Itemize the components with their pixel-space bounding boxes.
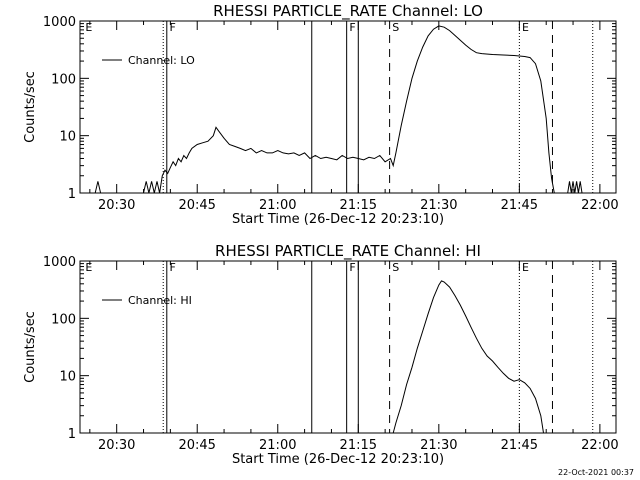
x-axis-label: Start Time (26-Dec-12 20:23:10)	[232, 212, 444, 227]
x-tick-label: 21:30	[420, 198, 457, 213]
data-line-series-1	[392, 280, 544, 434]
x-tick-label: 22:00	[581, 198, 618, 213]
x-tick-label: 21:15	[340, 438, 377, 453]
x-tick-label: 21:30	[420, 438, 457, 453]
y-tick-label: 1	[68, 427, 76, 442]
x-tick-label: 21:00	[259, 198, 296, 213]
plot-frame	[79, 20, 617, 194]
flag-label: S	[392, 261, 399, 274]
chart-title: RHESSI PARTICLE_RATE Channel: LO	[213, 2, 483, 21]
x-tick-label: 20:30	[98, 198, 135, 213]
plot-frame	[79, 260, 617, 434]
flag-label: E	[85, 261, 92, 274]
chart-title: RHESSI PARTICLE_RATE Channel: HI	[215, 242, 481, 261]
flag-label: F	[169, 21, 175, 34]
legend-label: Channel: HI	[128, 294, 192, 307]
y-tick-label: 100	[51, 72, 76, 87]
chart-panel-2: RHESSI PARTICLE_RATE Channel: HI 1 10 100 10…	[23, 242, 619, 467]
flag-label: F	[169, 261, 175, 274]
legend-label: Channel: LO	[128, 54, 195, 67]
y-axis-label: Counts/sec	[23, 311, 38, 383]
x-tick-label: 20:45	[178, 198, 215, 213]
y-tick-label: 100	[51, 312, 76, 327]
x-tick-label: 22:00	[581, 438, 618, 453]
footer-timestamp: 22-Oct-2021 00:37	[558, 468, 634, 477]
y-tick-label: 10	[59, 130, 76, 145]
y-tick-label: 1	[68, 187, 76, 202]
data-line-series-1	[94, 25, 583, 194]
x-axis-label: Start Time (26-Dec-12 20:23:10)	[232, 452, 444, 467]
y-axis-label: Counts/sec	[23, 71, 38, 143]
chart-panel-1: RHESSI PARTICLE_RATE Channel: LO 1 10 100 10…	[23, 2, 619, 227]
x-tick-label: 21:45	[501, 438, 538, 453]
x-tick-label: 20:30	[98, 438, 135, 453]
x-tick-label: 21:15	[340, 198, 377, 213]
flag-label: E	[522, 21, 529, 34]
flag-label: E	[522, 261, 529, 274]
y-tick-label: 1000	[43, 15, 76, 30]
x-tick-label: 21:45	[501, 198, 538, 213]
flag-label: E	[85, 21, 92, 34]
x-tick-label: 20:45	[178, 438, 215, 453]
y-tick-label: 1000	[43, 255, 76, 270]
flag-label: F	[349, 261, 355, 274]
y-tick-label: 10	[59, 370, 76, 385]
flag-label: S	[392, 21, 399, 34]
x-tick-label: 21:00	[259, 438, 296, 453]
flag-label: F	[349, 21, 355, 34]
